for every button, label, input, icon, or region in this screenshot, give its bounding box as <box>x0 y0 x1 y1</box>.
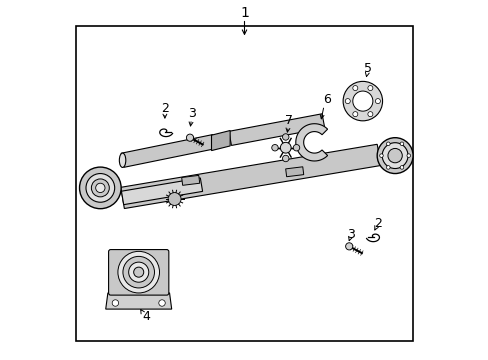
Polygon shape <box>228 114 324 145</box>
Circle shape <box>406 154 410 157</box>
Circle shape <box>271 144 278 151</box>
Circle shape <box>352 86 357 91</box>
Text: 5: 5 <box>364 62 371 75</box>
Circle shape <box>345 99 349 104</box>
Circle shape <box>96 183 105 193</box>
Circle shape <box>280 142 290 153</box>
Circle shape <box>91 179 109 197</box>
Circle shape <box>86 174 115 202</box>
Circle shape <box>293 144 299 151</box>
Text: 4: 4 <box>142 310 149 324</box>
Circle shape <box>122 256 154 288</box>
Circle shape <box>386 142 389 145</box>
Text: 1: 1 <box>240 6 248 20</box>
Circle shape <box>282 155 288 162</box>
Polygon shape <box>121 178 202 204</box>
Polygon shape <box>105 293 171 309</box>
Circle shape <box>352 112 357 117</box>
Circle shape <box>345 243 352 250</box>
Text: 2: 2 <box>373 217 381 230</box>
Circle shape <box>133 267 143 277</box>
Circle shape <box>386 166 389 169</box>
FancyBboxPatch shape <box>76 26 412 341</box>
Circle shape <box>118 251 159 293</box>
Circle shape <box>159 300 165 306</box>
Text: 3: 3 <box>188 107 196 120</box>
Polygon shape <box>182 175 199 185</box>
Circle shape <box>80 167 121 209</box>
Circle shape <box>375 99 380 104</box>
Ellipse shape <box>119 153 125 167</box>
Circle shape <box>387 148 402 163</box>
Circle shape <box>186 134 193 141</box>
Polygon shape <box>121 144 380 208</box>
Text: 3: 3 <box>346 228 355 241</box>
Circle shape <box>382 143 407 168</box>
Circle shape <box>399 142 403 145</box>
Circle shape <box>128 262 148 282</box>
Polygon shape <box>295 124 327 161</box>
Circle shape <box>379 154 383 157</box>
Polygon shape <box>211 131 230 150</box>
Circle shape <box>367 86 372 91</box>
Circle shape <box>282 134 288 140</box>
Circle shape <box>112 300 119 306</box>
Circle shape <box>376 138 412 174</box>
FancyBboxPatch shape <box>108 249 168 295</box>
Text: 7: 7 <box>285 114 293 127</box>
Circle shape <box>399 166 403 169</box>
Polygon shape <box>285 167 303 177</box>
Circle shape <box>352 91 372 111</box>
Text: 6: 6 <box>323 93 330 106</box>
Circle shape <box>168 193 181 206</box>
Circle shape <box>343 81 382 121</box>
Polygon shape <box>121 135 215 167</box>
Circle shape <box>367 112 372 117</box>
Text: 2: 2 <box>161 102 168 115</box>
